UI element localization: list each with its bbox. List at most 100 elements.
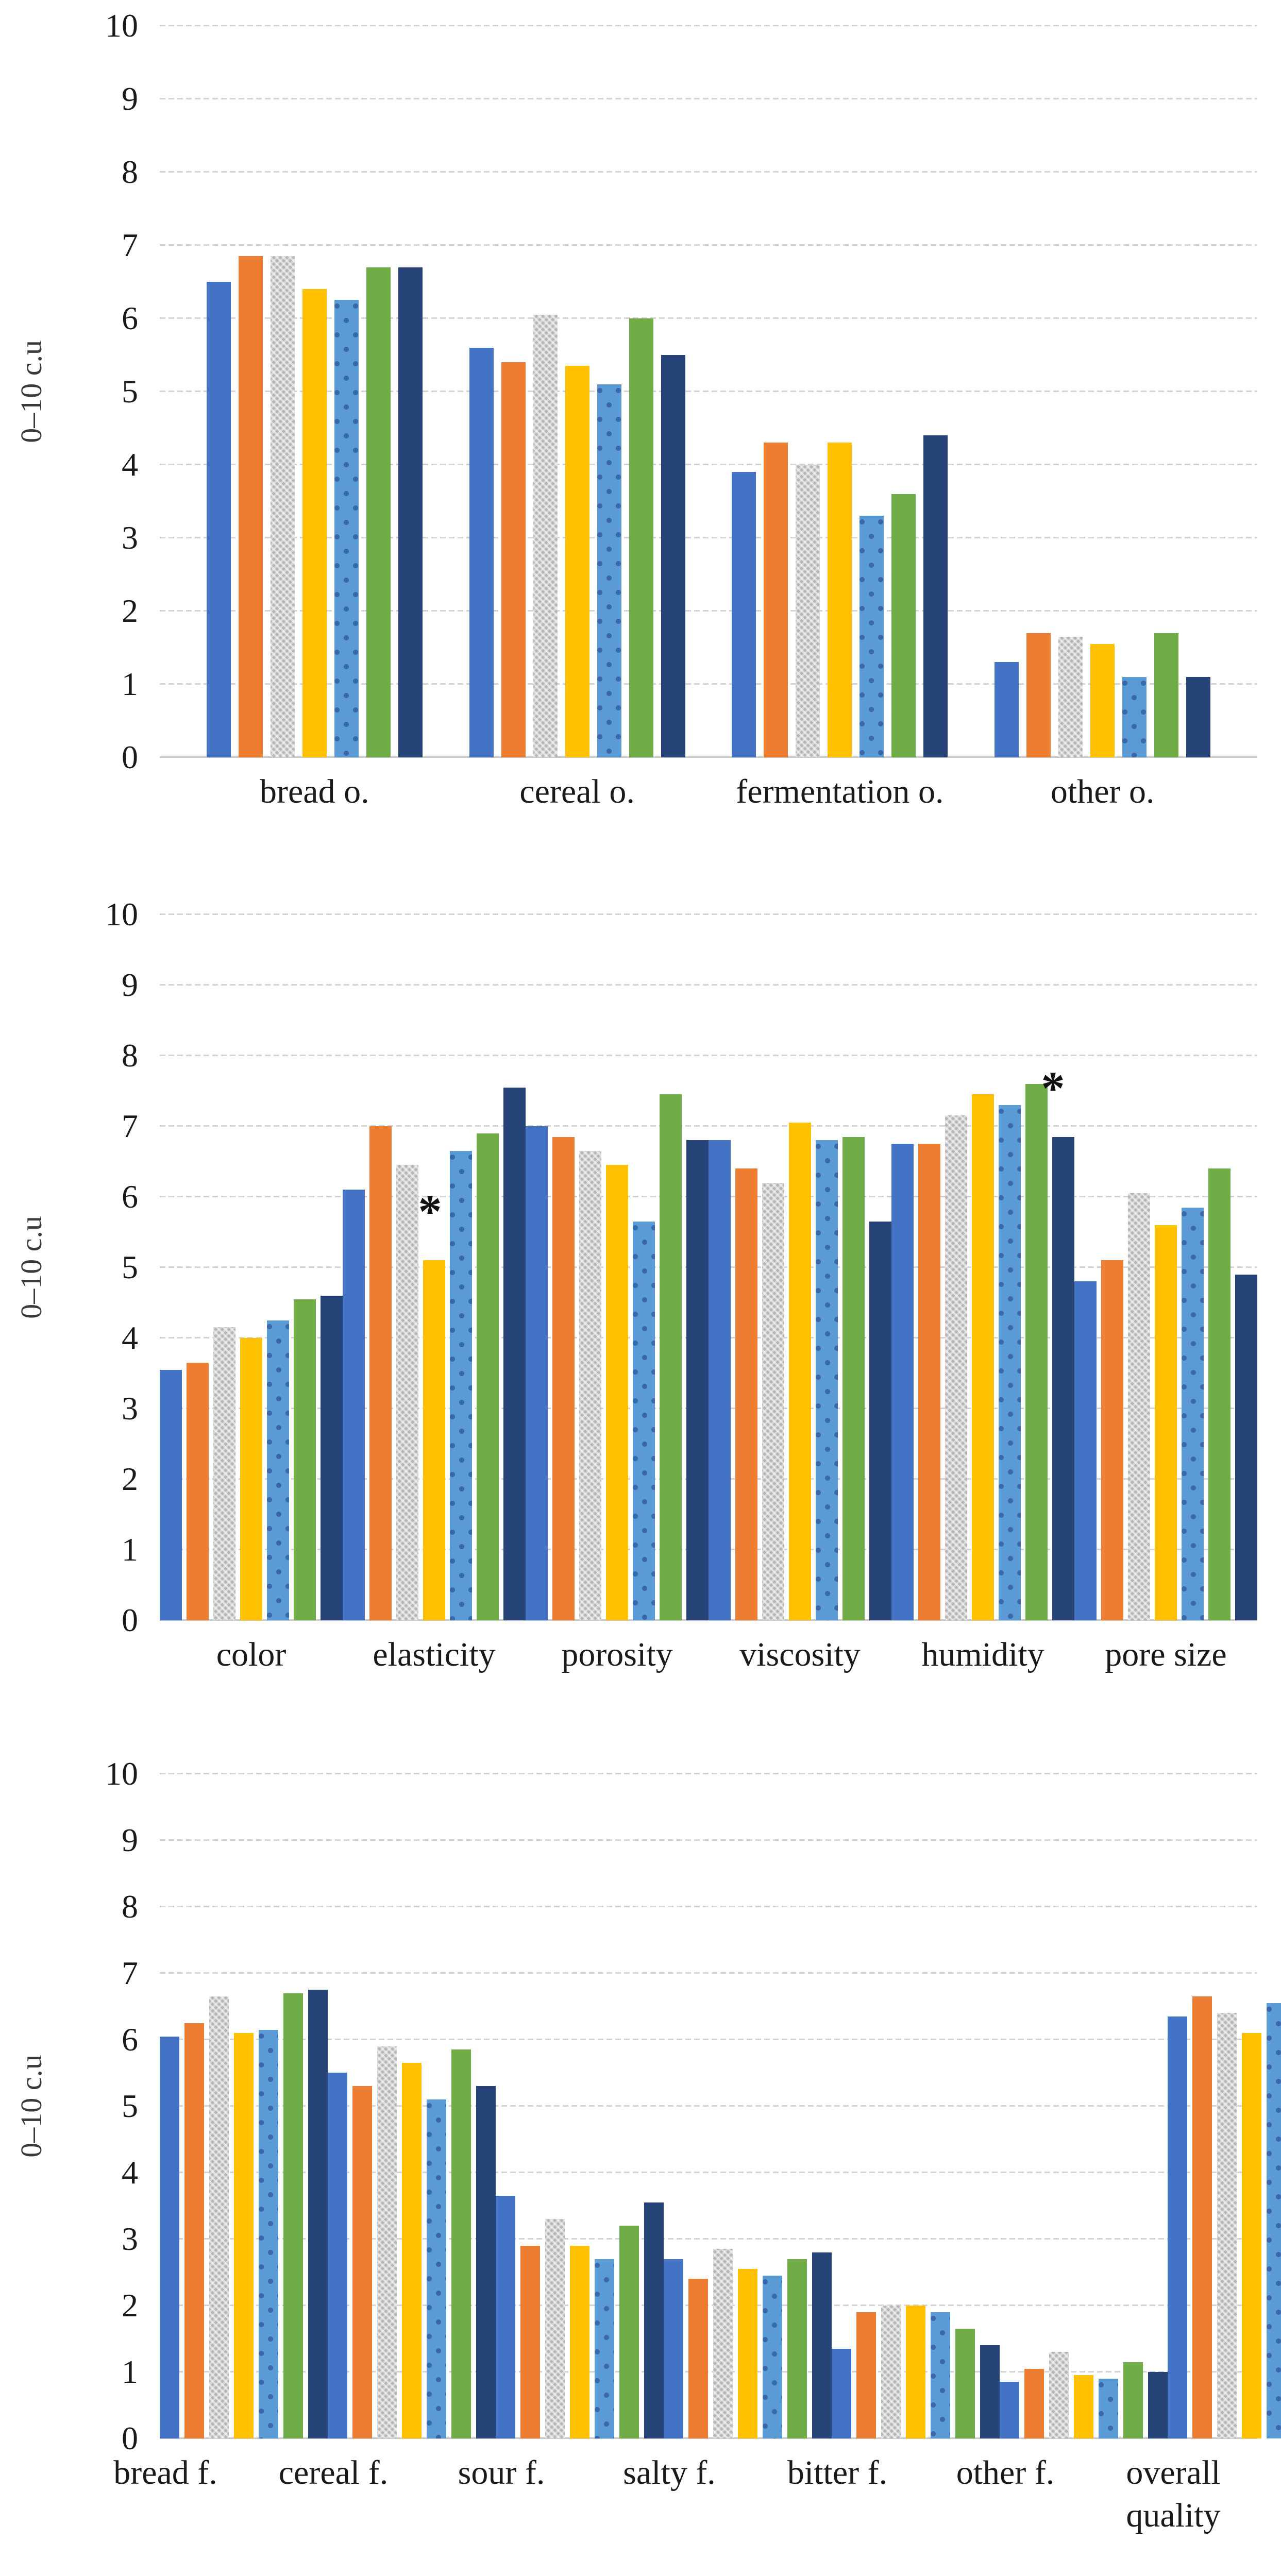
bar-299v-viscosity: [709, 1140, 731, 1620]
gridline-6: [160, 2039, 1257, 2040]
bar-Os2-porosity: [660, 1094, 682, 1620]
cluster-bitter-f-: [832, 2306, 1000, 2438]
bar-Os1-other-f-: [1099, 2379, 1118, 2438]
bar-8014-elasticity: [369, 1126, 392, 1620]
bar-clusters: * *: [160, 914, 1257, 1620]
x-label-other-f-: other f.: [956, 2454, 1055, 2492]
chart-texture: 0–10 c.u 10 9 8 7 6 5 4 3 2 1 0 * * color elasticity…: [0, 897, 1281, 1676]
chart-odor: 0–10 c.u 10 9 8 7 6 5 4 3 2 1 0 bread o. cereal o. f…: [0, 9, 1281, 814]
y-tick-9: 9: [122, 966, 138, 1003]
bar-Os2-bitter-f-: [955, 2329, 975, 2438]
gridline-10: [160, 25, 1257, 26]
bar-299v-color: [160, 1369, 182, 1620]
bar-299v-other-f-: [1000, 2382, 1019, 2438]
bar-Os1-sour-f-: [595, 2259, 614, 2438]
bar-8014-porosity: [552, 1137, 575, 1620]
bar-Os2-other-o-: [1154, 633, 1179, 757]
bar-SBY-pore-size: [1235, 1274, 1257, 1620]
gridline-4: [160, 464, 1257, 465]
y-tick-3: 3: [122, 519, 138, 556]
bar-O20-cereal-o-: [565, 366, 589, 757]
bar-299v-salty-f-: [664, 2259, 683, 2438]
gridline-8: [160, 1906, 1257, 1907]
bar-Os2-cereal-o-: [629, 318, 653, 757]
bar-Os1-humidity: [999, 1105, 1021, 1620]
y-tick-1: 1: [122, 2353, 138, 2390]
y-tick-10: 10: [105, 7, 138, 44]
bar-Os2-bread-o-: [366, 267, 391, 757]
y-tick-0: 0: [122, 1601, 138, 1638]
bar-O19-cereal-f-: [377, 2046, 397, 2438]
bar-Os2-elasticity: [477, 1133, 499, 1620]
bar-O20-fermentation-o-: [828, 443, 852, 757]
y-tick-2: 2: [122, 2287, 138, 2324]
gridline-6: [160, 317, 1257, 319]
bar-SBY-humidity: [1052, 1137, 1074, 1620]
bar-8014-cereal-f-: [352, 2086, 372, 2438]
bar-O19-bitter-f-: [881, 2306, 901, 2438]
x-axis-labels: bread o. cereal o. fermentation o. other o.: [160, 771, 1257, 814]
bar-O20-other-f-: [1074, 2375, 1093, 2438]
bar-O20-viscosity: [789, 1122, 811, 1620]
y-tick-2: 2: [122, 592, 138, 629]
bar-SBY-elasticity: [503, 1087, 526, 1620]
bar-299v-cereal-f-: [328, 2073, 347, 2438]
y-tick-0: 0: [122, 2420, 138, 2456]
gridline-10: [160, 1773, 1257, 1774]
gridline-5: [160, 391, 1257, 392]
y-tick-6: 6: [122, 2021, 138, 2058]
bar-O20-salty-f-: [738, 2269, 757, 2438]
y-tick-5: 5: [122, 2088, 138, 2124]
x-label-humidity: humidity: [921, 1635, 1044, 1673]
bar-O20-sour-f-: [570, 2246, 589, 2438]
x-label-porosity: porosity: [561, 1635, 673, 1673]
y-tick-10: 10: [105, 895, 138, 933]
x-label-bread-f-: bread f.: [113, 2454, 217, 2492]
bar-299v-pore-size: [1074, 1281, 1097, 1620]
bar-Os1-bread-o-: [334, 300, 359, 757]
y-tick-7: 7: [122, 1955, 138, 1991]
y-tick-8: 8: [122, 1888, 138, 1925]
bar-O19-porosity: [579, 1150, 601, 1620]
bar-299v-cereal-o-: [469, 348, 494, 757]
y-tick-5: 5: [122, 1248, 138, 1285]
bar-O20-elasticity: [423, 1260, 445, 1620]
y-tick-8: 8: [122, 154, 138, 190]
bar-O19-elasticity: [396, 1164, 418, 1620]
bar-Os2-fermentation-o-: [891, 494, 916, 757]
bar-SBY-other-f-: [1148, 2372, 1168, 2438]
bar-O19-color: [213, 1327, 235, 1620]
gridline-3: [160, 537, 1257, 538]
gridline-3: [160, 2238, 1257, 2240]
bar-8014-viscosity: [735, 1168, 757, 1620]
cluster-viscosity: [709, 1122, 891, 1620]
bar-8014-humidity: [918, 1143, 940, 1620]
cluster-bread-f-: [160, 1990, 328, 2438]
bar-Os1-bread-f-: [259, 2030, 278, 2438]
bar-Os2-humidity: [1025, 1083, 1048, 1620]
x-label-bitter-f-: bitter f.: [787, 2454, 888, 2492]
x-label-salty-f-: salty f.: [623, 2454, 716, 2492]
x-label-overall-quality: overall quality: [1126, 2454, 1221, 2534]
bar-Os2-cereal-f-: [451, 2049, 471, 2438]
x-label-fermentation-o-: fermentation o.: [736, 773, 944, 810]
bar-Os1-cereal-o-: [597, 384, 621, 757]
bar-SBY-sour-f-: [644, 2202, 664, 2438]
cluster-cereal-o-: [469, 315, 685, 757]
y-tick-9: 9: [122, 80, 138, 117]
bar-Os2-viscosity: [842, 1137, 865, 1620]
cluster-fermentation-o-: [732, 435, 948, 757]
y-axis-title-column: 0–10 c.u: [0, 914, 62, 1620]
cluster-sour-f-: [496, 2196, 664, 2438]
gridline-2: [160, 610, 1257, 612]
y-tick-7: 7: [122, 227, 138, 263]
bar-Os1-porosity: [633, 1221, 655, 1620]
x-axis-line: [160, 2437, 1257, 2439]
y-tick-7: 7: [122, 1107, 138, 1144]
x-label-cereal-o-: cereal o.: [519, 773, 635, 810]
y-axis-title: 0–10 c.u: [14, 2055, 48, 2158]
bar-Os2-sour-f-: [619, 2226, 639, 2438]
y-tick-3: 3: [122, 2221, 138, 2257]
